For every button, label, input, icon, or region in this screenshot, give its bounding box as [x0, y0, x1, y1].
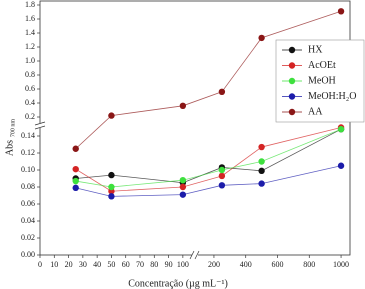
- x-tick-label: 100: [177, 260, 189, 269]
- data-point: [218, 88, 226, 96]
- y-tick-label: 0.12: [21, 148, 35, 157]
- data-point: [337, 126, 345, 133]
- series-line: [75, 10, 342, 150]
- data-point: [337, 8, 345, 15]
- data-point: [108, 112, 115, 119]
- x-tick-label: 50: [107, 260, 115, 269]
- x-tick-label: 400: [240, 260, 252, 269]
- legend-label: AcOEt: [308, 60, 336, 71]
- data-point: [179, 177, 187, 184]
- x-tick-label: 10: [50, 260, 58, 269]
- data-point: [218, 182, 226, 189]
- y-tick-label: 0.6: [25, 84, 35, 93]
- x-tick-label: 20: [65, 260, 73, 269]
- y-tick-label: 0.00: [21, 250, 35, 259]
- x-tick-label: 90: [165, 260, 173, 269]
- y-tick-label: 0.4: [25, 98, 35, 107]
- data-point: [72, 165, 79, 173]
- x-tick-label: 200: [208, 260, 220, 269]
- data-point: [258, 34, 265, 42]
- data-point: [72, 177, 79, 185]
- data-point: [258, 158, 265, 165]
- y-tick-label: 1.2: [25, 42, 35, 51]
- data-point: [72, 145, 79, 152]
- legend-marker: [288, 77, 296, 85]
- x-axis-label: Concentração (µg mL⁻¹): [128, 278, 228, 289]
- y-tick-label: 0.2: [25, 112, 35, 121]
- legend-marker: [288, 108, 296, 116]
- series-line: [75, 128, 342, 188]
- legend-marker: [288, 62, 296, 69]
- y-axis-label-sub: 700 nm: [10, 119, 16, 138]
- y-tick-label: 0.08: [21, 182, 35, 191]
- x-tick-label: 70: [136, 260, 144, 269]
- data-point: [218, 166, 226, 174]
- legend-label: HX: [308, 44, 323, 55]
- y-tick-label: 1.4: [25, 28, 35, 37]
- x-tick-label: 30: [79, 260, 87, 269]
- legend-label: MeOH:H₂O: [308, 91, 356, 102]
- series-line: [75, 165, 342, 197]
- y-tick-label: 1.0: [25, 56, 35, 65]
- plot-frame: [39, 0, 351, 256]
- axis-breaks: [34, 121, 200, 260]
- data-point: [108, 183, 115, 191]
- x-tick-label: 60: [122, 260, 130, 269]
- data-point: [108, 171, 115, 179]
- x-tick-label: 0: [38, 260, 42, 269]
- y-axis-label: Abs: [4, 140, 15, 156]
- data-point: [72, 184, 79, 192]
- y-tick-label: 0.14: [21, 131, 35, 140]
- data-point: [108, 193, 115, 200]
- data-point: [179, 102, 187, 110]
- data-point: [258, 143, 265, 151]
- x-tick-label: 40: [93, 260, 101, 269]
- y-tick-label: 0.02: [21, 233, 35, 242]
- y-tick-label: 1.8: [25, 0, 35, 9]
- y-tick-label: 1.6: [25, 14, 35, 23]
- y-tick-label: 0.04: [21, 216, 35, 225]
- y-axis-label-group: Abs 700 nm: [4, 119, 16, 156]
- y-tick-label: 0.06: [21, 199, 35, 208]
- data-point: [179, 191, 187, 198]
- x-tick-label: 1000: [333, 260, 349, 269]
- x-tick-label: 800: [303, 260, 315, 269]
- y-tick-label: 0.10: [21, 165, 35, 174]
- data-point: [337, 162, 345, 169]
- legend-marker: [288, 93, 296, 100]
- legend-marker: [288, 46, 296, 54]
- x-tick-label: 600: [272, 260, 284, 269]
- data-point: [218, 172, 226, 180]
- series-line: [75, 127, 342, 192]
- x-tick-label: 80: [150, 260, 158, 269]
- y-tick-label: 0.8: [25, 70, 35, 79]
- legend-label: MeOH: [308, 75, 336, 86]
- data-point: [179, 183, 187, 191]
- data-point: [258, 180, 265, 187]
- data-point: [258, 167, 265, 175]
- legend-label: AA: [308, 106, 323, 117]
